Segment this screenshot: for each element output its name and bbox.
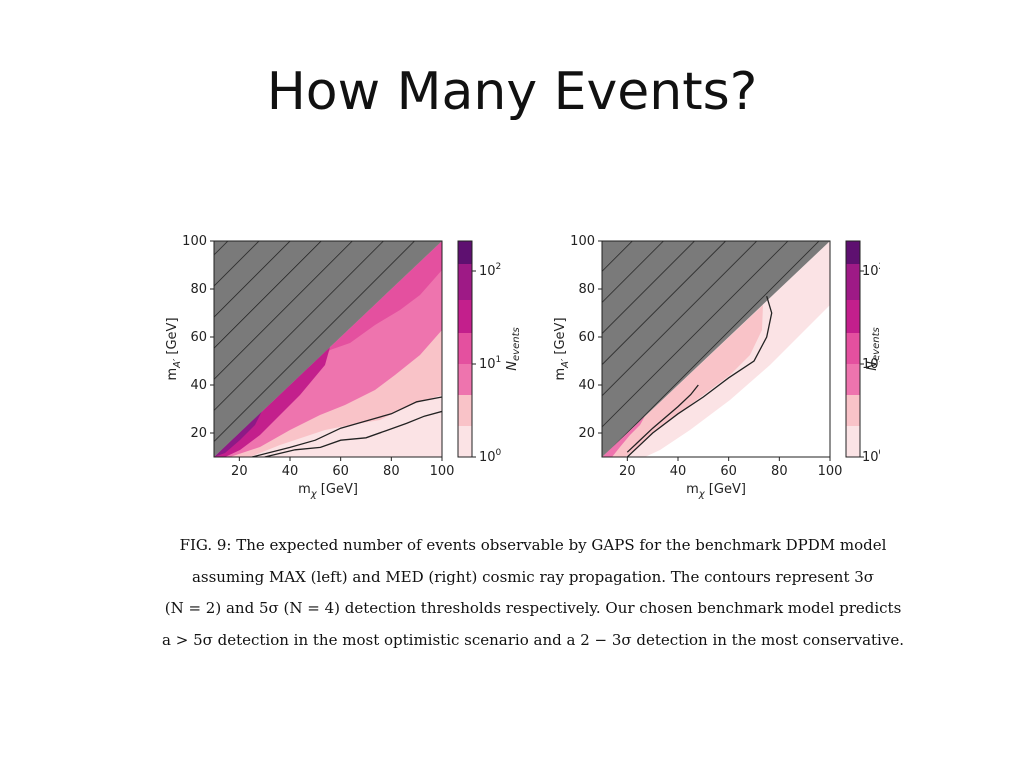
- right-y-axis-label: mA′ [GeV]: [553, 317, 571, 380]
- right-y-tick-label: 80: [578, 282, 595, 297]
- left-y-tick-label: 40: [190, 378, 207, 393]
- right-y-tick-label: 100: [570, 234, 595, 249]
- left-contour-5sigma: [264, 410, 442, 457]
- left-contour-3sigma: [251, 396, 442, 457]
- left-x-tick-label: 80: [383, 464, 400, 479]
- left-cb-label: Nevents: [505, 327, 522, 370]
- right-panel: 20 40 60 80 100 20 40 60 80 100 mχ [GeV] mA′ [Ge…: [553, 234, 880, 500]
- right-x-axis-label: mχ [GeV]: [686, 482, 746, 500]
- right-contour-3sigma: [626, 384, 699, 453]
- left-excluded-hatch: [214, 241, 442, 457]
- left-x-tick-label: 60: [332, 464, 349, 479]
- right-cb-tick-1: 100: [862, 448, 880, 465]
- caption-line-2: assuming MAX (left) and MED (right) cosm…: [191, 567, 875, 586]
- right-x-tick-label: 80: [771, 464, 788, 479]
- left-y-tick-label: 20: [190, 426, 207, 441]
- left-cb-tick-1: 100: [479, 448, 502, 465]
- left-x-tick-label: 100: [430, 464, 455, 479]
- left-y-tick-label: 80: [190, 282, 207, 297]
- left-contours: [251, 396, 442, 457]
- left-colorbar: 102 101 100 Nevents: [457, 240, 522, 465]
- caption-line-3: (N = 2) and 5σ (N = 4) detection thresho…: [164, 599, 902, 617]
- slide-title: How Many Events?: [266, 62, 758, 122]
- left-y-ticks: 20 40 60 80 100: [182, 234, 214, 441]
- left-y-tick-label: 100: [182, 234, 207, 249]
- caption-line-4: a > 5σ detection in the most optimistic …: [162, 630, 904, 649]
- left-cb-tick-10: 101: [479, 355, 501, 372]
- right-y-tick-label: 60: [578, 330, 595, 345]
- left-x-tick-label: 20: [231, 464, 248, 479]
- right-cb-tick-100: 102: [862, 262, 880, 279]
- right-x-tick-label: 100: [818, 464, 843, 479]
- right-x-tick-label: 60: [720, 464, 737, 479]
- right-contours: [626, 296, 773, 457]
- left-cb-tick-100: 102: [479, 262, 501, 279]
- right-contour-5sigma: [626, 296, 773, 457]
- right-y-tick-label: 40: [578, 378, 595, 393]
- right-x-tick-label: 20: [619, 464, 636, 479]
- right-excluded-hatch: [602, 241, 830, 457]
- left-x-ticks: 20 40 60 80 100: [231, 457, 454, 479]
- caption-line-1: FIG. 9: The expected number of events ob…: [179, 536, 887, 554]
- right-x-tick-label: 40: [670, 464, 687, 479]
- left-x-axis-label: mχ [GeV]: [298, 482, 358, 500]
- left-y-axis-label: mA′ [GeV]: [165, 317, 183, 380]
- figure-caption: FIG. 9: The expected number of events ob…: [148, 530, 918, 656]
- right-cb-label: Nevents: [865, 327, 880, 370]
- right-colorbar: 102 101 100 Nevents: [845, 240, 880, 465]
- right-y-tick-label: 20: [578, 426, 595, 441]
- right-cb-tick-10: 101: [862, 355, 880, 372]
- left-x-tick-label: 40: [282, 464, 299, 479]
- figure-9: 20 40 60 80 100 20 40 60 80 100 mχ [GeV] mA′ [Ge…: [165, 234, 880, 500]
- left-y-tick-label: 60: [190, 330, 207, 345]
- right-y-ticks: 20 40 60 80 100: [570, 234, 602, 441]
- left-panel: 20 40 60 80 100 20 40 60 80 100 mχ [GeV] mA′ [Ge…: [165, 234, 522, 500]
- right-x-ticks: 20 40 60 80 100: [619, 457, 842, 479]
